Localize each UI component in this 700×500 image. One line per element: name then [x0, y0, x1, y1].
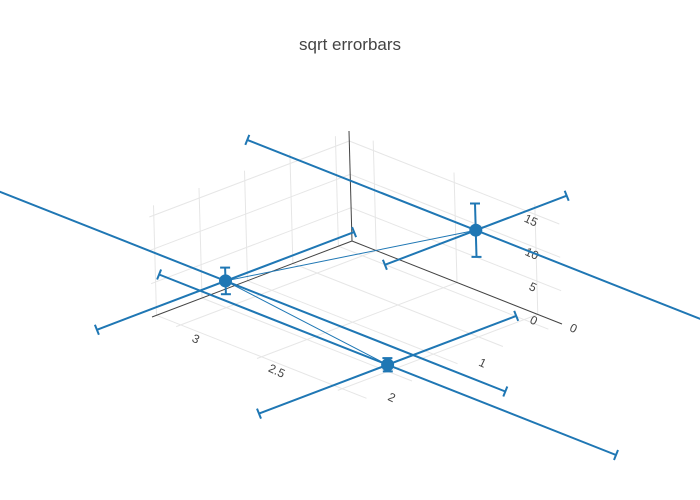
error-cap-x — [381, 259, 388, 271]
grid-line-side-z — [350, 207, 562, 292]
trace-series — [0, 134, 700, 461]
error-cap-y — [502, 386, 509, 397]
z-axis-line — [348, 130, 353, 242]
y-axis-line — [351, 240, 563, 325]
y-tick-label: 3 — [190, 331, 202, 347]
error-cap-x — [513, 310, 520, 322]
grid-line-floor-y — [337, 313, 538, 391]
grid-line-side-z — [349, 140, 560, 225]
y-tick-label: 2.5 — [266, 361, 287, 381]
error-cap-x — [256, 408, 262, 419]
grid-line-wall-y — [534, 204, 539, 315]
x-tick-label: 1 — [477, 355, 489, 371]
x-axis-line — [151, 240, 353, 318]
error-cap-x — [563, 190, 570, 202]
grid-line-wall-x — [198, 187, 203, 299]
grid-line-wall-x — [334, 136, 339, 247]
z-tick-label: 15 — [522, 211, 540, 229]
grid-line-wall-z — [149, 140, 350, 218]
grid-line-wall-z — [150, 173, 351, 251]
grid-line-wall-x — [244, 170, 248, 281]
data-point-marker — [219, 274, 232, 288]
data-point-marker — [381, 358, 395, 372]
x-tick-label: 0 — [568, 321, 580, 337]
error-cap-y — [613, 449, 619, 461]
z-tick-label: 10 — [523, 245, 541, 263]
error-cap-x — [351, 226, 358, 238]
data-point-marker — [469, 223, 483, 237]
error-cap-x — [93, 324, 100, 336]
grid-line-wall-y — [372, 140, 377, 251]
grid-line-wall-y — [453, 172, 458, 283]
grid-line-floor-y — [176, 250, 377, 328]
grid-line-wall-x — [153, 205, 157, 316]
grid-line-floor-y — [256, 282, 458, 359]
x-tick-label: 2 — [386, 390, 398, 406]
grid-lines — [149, 136, 562, 399]
error-bar-y — [0, 190, 506, 393]
grid-line-wall-z — [150, 207, 352, 285]
error-cap-y — [244, 134, 251, 146]
error-cap-y — [156, 269, 163, 280]
grid-line-wall-x — [289, 153, 294, 264]
grid-line-side-z — [350, 173, 561, 258]
chart-title: sqrt errorbars — [299, 35, 401, 54]
axis-lines — [151, 130, 563, 325]
z-tick-label: 0 — [528, 313, 540, 329]
